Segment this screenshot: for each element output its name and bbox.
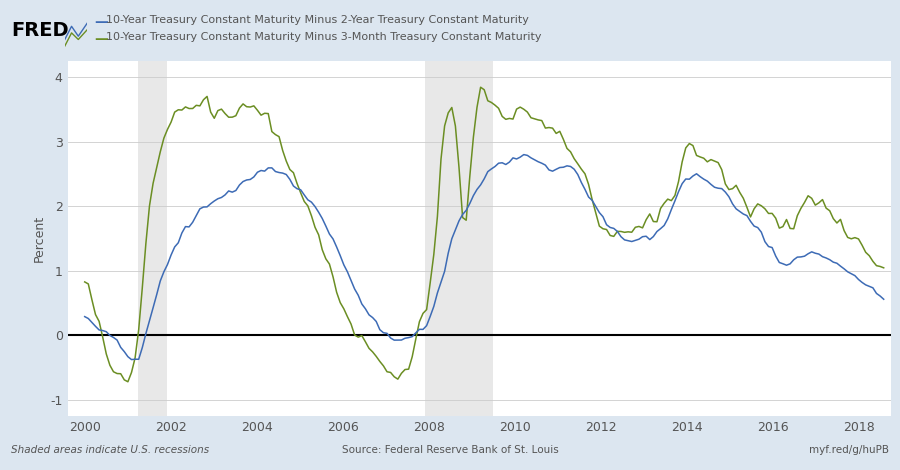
Text: —: — [94,32,108,46]
Y-axis label: Percent: Percent [33,215,46,262]
Text: myf.red/g/huPB: myf.red/g/huPB [809,445,889,455]
Text: Shaded areas indicate U.S. recessions: Shaded areas indicate U.S. recessions [11,445,209,455]
Bar [139,61,167,416]
Bar [426,61,493,416]
Text: FRED: FRED [11,21,68,40]
Text: —: — [94,15,108,29]
Text: 10-Year Treasury Constant Maturity Minus 2-Year Treasury Constant Maturity: 10-Year Treasury Constant Maturity Minus… [106,15,529,25]
Text: 10-Year Treasury Constant Maturity Minus 3-Month Treasury Constant Maturity: 10-Year Treasury Constant Maturity Minus… [106,32,542,42]
Text: Source: Federal Reserve Bank of St. Louis: Source: Federal Reserve Bank of St. Loui… [342,445,558,455]
